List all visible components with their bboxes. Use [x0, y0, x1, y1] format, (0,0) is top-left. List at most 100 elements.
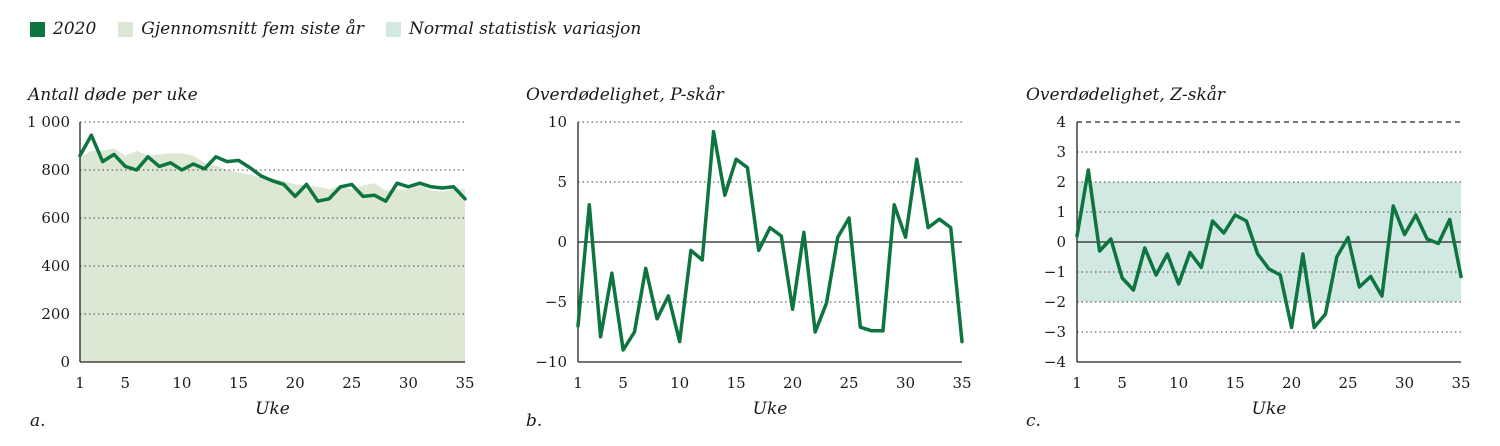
y-tick-label: 0	[60, 353, 70, 371]
data-point	[226, 160, 229, 163]
x-tick-label: 35	[455, 374, 474, 392]
data-point	[1414, 213, 1418, 217]
data-point	[463, 197, 467, 200]
data-point	[1290, 326, 1293, 329]
data-point	[1132, 288, 1135, 292]
data-point	[169, 161, 172, 164]
data-point	[214, 155, 218, 158]
data-point	[1358, 285, 1361, 289]
data-point	[259, 174, 263, 178]
data-point	[1380, 294, 1384, 298]
x-tick-label: 15	[1226, 374, 1245, 392]
data-point	[384, 200, 387, 203]
data-point	[1312, 326, 1316, 329]
data-point	[667, 294, 670, 298]
x-tick-label: 1	[1072, 374, 1082, 392]
data-point	[1279, 273, 1282, 277]
data-point	[802, 231, 806, 234]
legend-label-variation: Normal statistisk variasjon	[408, 19, 642, 39]
y-tick-label: 200	[41, 305, 70, 323]
data-point	[350, 183, 353, 186]
panel-label: b.	[526, 411, 542, 431]
legend-label-average: Gjennomsnitt fem siste år	[141, 19, 364, 39]
data-point	[870, 329, 873, 332]
legend-swatch-variation	[385, 21, 401, 37]
data-point	[904, 236, 907, 239]
y-tick-label: 10	[548, 113, 567, 131]
data-point	[949, 226, 952, 229]
y-tick-label: 4	[1056, 113, 1066, 131]
legend-label-2020: 2020	[53, 19, 97, 39]
x-axis-label: Uke	[255, 399, 290, 419]
data-point	[621, 348, 625, 352]
chart-title: Overdødelighet, Z-skår	[1026, 85, 1226, 105]
x-tick-label: 10	[172, 374, 191, 392]
data-point	[1154, 273, 1158, 277]
x-tick-label: 25	[342, 374, 361, 392]
y-tick-label: −10	[535, 353, 567, 371]
data-point	[588, 203, 591, 206]
data-point	[926, 226, 930, 229]
x-axis-label: Uke	[753, 399, 788, 419]
data-point	[678, 340, 681, 343]
chart-title: Antall døde per uke	[26, 85, 198, 105]
data-point	[305, 183, 308, 186]
data-point	[746, 166, 749, 169]
data-point	[373, 194, 376, 197]
legend-swatch-2020	[30, 21, 45, 37]
data-point	[1403, 233, 1406, 236]
data-point	[825, 302, 828, 305]
data-point	[757, 249, 760, 252]
data-point	[1143, 246, 1146, 250]
data-point	[1098, 249, 1101, 253]
data-point	[847, 216, 851, 220]
data-point	[316, 200, 319, 203]
data-point	[192, 162, 195, 166]
y-tick-label: −1	[1044, 263, 1066, 281]
legend-swatch-average	[118, 21, 134, 37]
data-point	[938, 218, 941, 221]
data-point	[644, 267, 647, 270]
data-point	[1211, 219, 1214, 223]
chart-title: Overdødelighet, P-skår	[526, 85, 725, 105]
data-point	[135, 168, 138, 172]
data-point	[1245, 219, 1248, 223]
x-tick-label: 10	[1169, 374, 1188, 392]
data-point	[1437, 242, 1440, 245]
y-tick-label: 0	[1056, 233, 1066, 251]
data-point	[327, 197, 331, 200]
data-point	[237, 159, 240, 162]
data-point	[655, 317, 659, 320]
data-point	[599, 335, 602, 338]
data-point	[813, 330, 817, 334]
y-tick-label: −2	[1044, 293, 1066, 311]
data-point	[395, 182, 399, 185]
x-axis-label: Uke	[1252, 399, 1287, 419]
data-point	[1120, 276, 1124, 280]
average-area	[80, 148, 465, 362]
data-point	[836, 236, 839, 239]
y-tick-label: 400	[41, 257, 70, 275]
data-point	[90, 134, 93, 137]
data-point	[248, 166, 252, 169]
data-point	[180, 168, 184, 172]
data-point	[361, 195, 365, 198]
y-tick-label: 1	[1056, 203, 1066, 221]
data-point	[1392, 204, 1395, 208]
x-tick-label: 10	[670, 374, 689, 392]
x-tick-label: 25	[1339, 374, 1358, 392]
legend-item-average: Gjennomsnitt fem siste år	[118, 19, 364, 39]
legend-item-variation: Normal statistisk variasjon	[385, 19, 642, 39]
y-tick-label: 600	[41, 209, 70, 227]
data-point	[1075, 234, 1079, 238]
data-point	[271, 179, 274, 182]
data-point	[78, 154, 82, 157]
data-point	[146, 155, 150, 158]
data-point	[158, 165, 161, 168]
data-point	[1448, 218, 1451, 221]
y-tick-label: −3	[1044, 323, 1066, 341]
data-point	[1233, 213, 1237, 217]
